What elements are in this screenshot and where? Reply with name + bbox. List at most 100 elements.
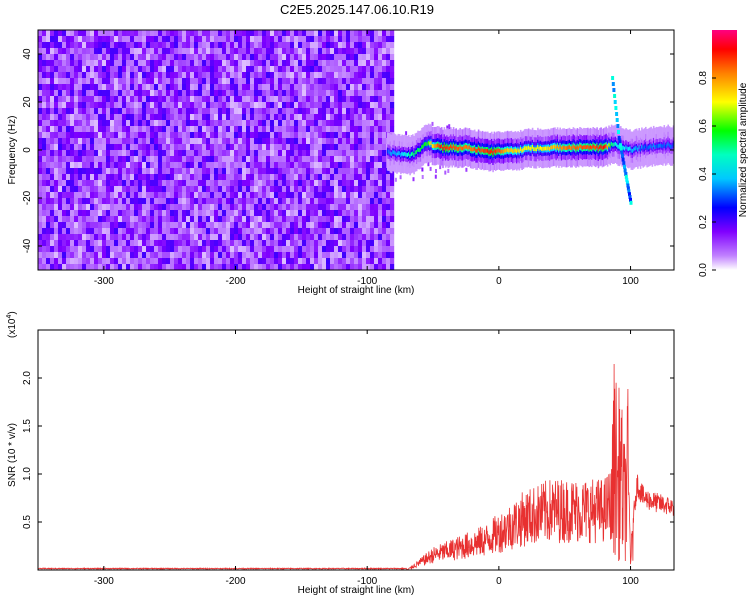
noise-cell	[390, 96, 395, 103]
ridge-cell	[593, 145, 596, 149]
noise-cell	[82, 204, 87, 211]
spectrogram-x-tick-label: -300	[94, 276, 114, 287]
noise-cell	[190, 42, 195, 49]
noise-cell	[326, 192, 331, 199]
noise-cell	[202, 258, 207, 265]
noise-cell	[354, 156, 359, 163]
noise-cell	[98, 66, 103, 73]
ridge-cell	[634, 146, 637, 151]
ridge-cell	[386, 149, 389, 154]
noise-cell	[198, 228, 203, 235]
noise-cell	[246, 138, 251, 145]
noise-cell	[382, 126, 387, 133]
noise-cell	[278, 42, 283, 49]
noise-cell	[266, 192, 271, 199]
noise-cell	[150, 72, 155, 79]
noise-cell	[206, 96, 211, 103]
noise-cell	[110, 102, 115, 109]
noise-cell	[38, 108, 43, 115]
noise-cell	[338, 198, 343, 205]
noise-cell	[302, 144, 307, 151]
noise-cell	[186, 144, 191, 151]
noise-cell	[298, 138, 303, 145]
noise-cell	[222, 168, 227, 175]
noise-cell	[350, 132, 355, 139]
noise-cell	[270, 198, 275, 205]
noise-cell	[290, 186, 295, 193]
noise-cell	[174, 252, 179, 259]
noise-cell	[58, 162, 63, 169]
noise-cell	[114, 90, 119, 97]
noise-cell	[114, 240, 119, 247]
noise-cell	[366, 138, 371, 145]
noise-cell	[306, 204, 311, 211]
noise-cell	[310, 246, 315, 253]
noise-cell	[154, 234, 159, 241]
noise-cell	[358, 66, 363, 73]
noise-cell	[214, 90, 219, 97]
noise-cell	[206, 120, 211, 127]
noise-cell	[138, 162, 143, 169]
ridge-cell	[413, 153, 415, 157]
noise-cell	[270, 174, 275, 181]
noise-cell	[78, 234, 83, 241]
noise-cell	[286, 180, 291, 187]
noise-cell	[50, 252, 55, 259]
noise-cell	[318, 36, 323, 43]
noise-cell	[122, 78, 127, 85]
noise-cell	[222, 54, 227, 61]
noise-cell	[38, 54, 43, 61]
noise-cell	[194, 30, 199, 37]
noise-cell	[274, 138, 279, 145]
noise-cell	[190, 78, 195, 85]
noise-cell	[322, 72, 327, 79]
noise-cell	[182, 66, 187, 73]
noise-cell	[382, 42, 387, 49]
noise-cell	[86, 192, 91, 199]
noise-cell	[82, 180, 87, 187]
noise-cell	[134, 180, 139, 187]
noise-cell	[186, 36, 191, 43]
ridge-cell	[418, 148, 421, 153]
noise-cell	[302, 204, 307, 211]
noise-cell	[254, 120, 259, 127]
noise-cell	[350, 156, 355, 163]
ridge-cell	[390, 152, 393, 156]
noise-cell	[266, 144, 271, 151]
noise-cell	[126, 36, 131, 43]
noise-cell	[246, 60, 251, 67]
noise-cell	[294, 66, 299, 73]
noise-cell	[234, 216, 239, 223]
noise-cell	[74, 162, 79, 169]
noise-cell	[46, 246, 51, 253]
noise-cell	[202, 168, 207, 175]
noise-cell	[146, 42, 151, 49]
noise-cell	[190, 186, 195, 193]
noise-cell	[106, 234, 111, 241]
snr-x-tick-label: 0	[496, 576, 502, 587]
noise-cell	[270, 36, 275, 43]
noise-cell	[42, 138, 47, 145]
noise-cell	[294, 108, 299, 115]
noise-cell	[66, 78, 71, 85]
noise-cell	[346, 132, 351, 139]
noise-cell	[358, 30, 363, 37]
noise-cell	[294, 252, 299, 259]
noise-cell	[242, 204, 247, 211]
noise-cell	[378, 264, 383, 270]
noise-cell	[250, 186, 255, 193]
noise-cell	[82, 126, 87, 133]
noise-cell	[274, 54, 279, 61]
ridge-cell	[551, 145, 554, 150]
noise-cell	[262, 150, 267, 157]
noise-cell	[246, 198, 251, 205]
ridge-cell	[510, 148, 513, 152]
noise-cell	[334, 60, 339, 67]
noise-cell	[142, 222, 147, 229]
ridge-cell	[415, 150, 418, 154]
noise-cell	[234, 126, 239, 133]
noise-cell	[366, 90, 371, 97]
noise-cell	[126, 192, 131, 199]
noise-cell	[162, 156, 167, 163]
noise-cell	[306, 228, 311, 235]
